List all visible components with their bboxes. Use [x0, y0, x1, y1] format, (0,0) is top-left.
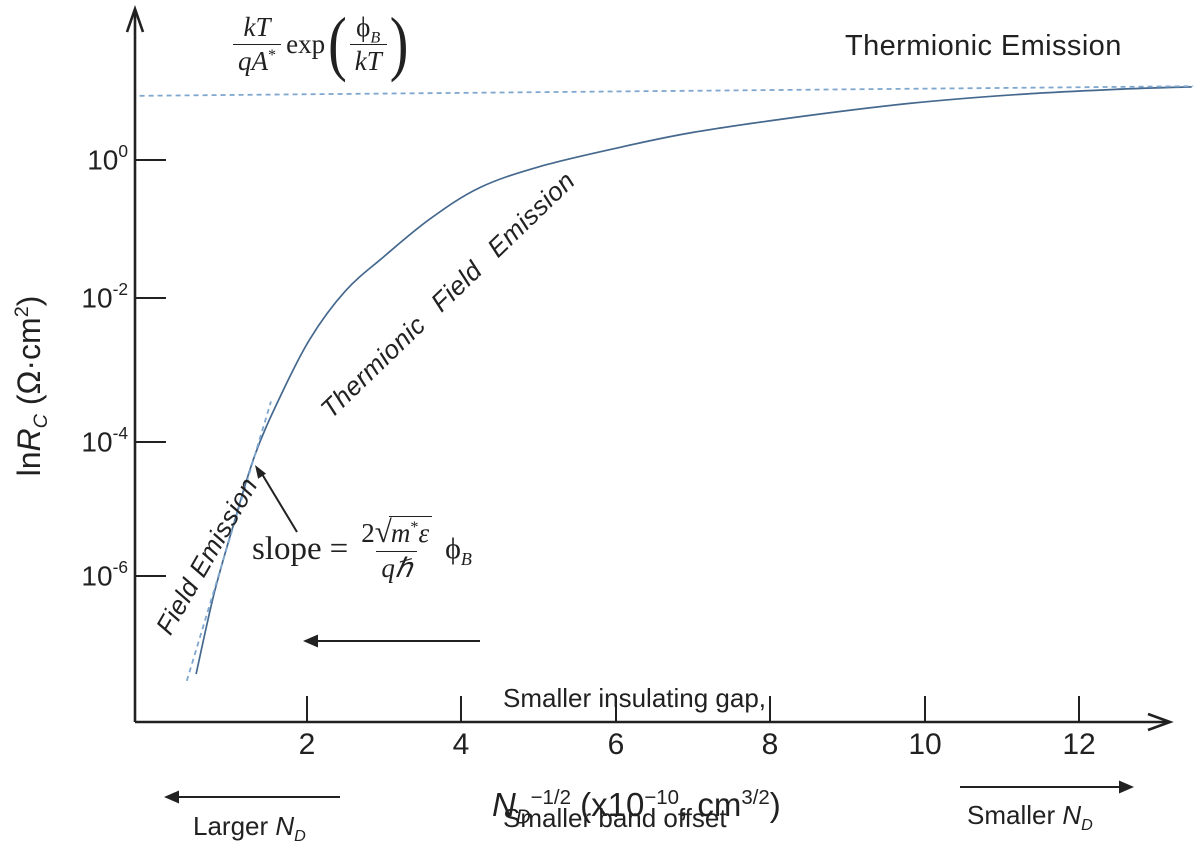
y-tick-base: 10	[81, 282, 113, 314]
asymptote-equation-argument: ϕB kT	[349, 12, 387, 75]
larger-nd-arrow	[164, 790, 340, 804]
x-axis-arrowhead-icon	[1147, 712, 1174, 732]
gap-arrow-head-icon	[303, 634, 318, 648]
x-tick-label-12: 12	[1062, 728, 1096, 761]
slope-fraction-denominator: qℏ	[376, 550, 417, 582]
asymptote-equation-prefactor: kT qA*	[233, 12, 282, 76]
y-tick-exp: -6	[112, 557, 128, 577]
asymptote-eq-exp: exp	[286, 28, 326, 59]
radical-icon: √	[374, 514, 392, 550]
thermionic-emission-asymptote	[139, 85, 1194, 97]
larger-nd-text: Larger	[193, 811, 276, 841]
slope-arrow-head-icon	[255, 465, 266, 479]
x-tick-label-8: 8	[761, 728, 779, 761]
nd-symbol: N	[1062, 800, 1082, 830]
x-tick-label-6: 6	[607, 728, 625, 761]
smaller-nd-text: Smaller	[967, 800, 1063, 830]
radicand-epsilon: ε	[418, 518, 430, 549]
phi-subscript: B	[370, 28, 381, 47]
x-tick-label-2: 2	[298, 728, 316, 761]
asymptote-equation: kT qA* exp ( ϕB kT )	[233, 4, 409, 84]
slope-phi: ϕB	[445, 532, 472, 569]
larger-nd-note: Larger ND	[193, 811, 306, 846]
y-title-unit-exp: 2	[11, 306, 34, 318]
thermionic-emission-label: Thermionic Emission	[845, 30, 1122, 62]
phi-subscript: B	[460, 549, 472, 569]
gap-note-line1: Smaller insulating gap,	[503, 683, 767, 713]
smaller-nd-arrow	[960, 780, 1134, 794]
y-tick-exp: -2	[112, 279, 128, 299]
y-title-sub: C	[30, 414, 53, 429]
x-tick-label-10: 10	[908, 728, 942, 761]
series-layer	[139, 85, 1194, 682]
x-title-scale-exp: −10	[644, 786, 680, 809]
slope-equation: slope = 2√m*ε qℏ ϕB	[252, 506, 472, 592]
y-tick-marks	[135, 159, 166, 577]
y-tick-base: 10	[87, 144, 119, 176]
x-title-unit: , cm	[679, 786, 742, 823]
asymptote-eq-denominator: qA*	[233, 43, 282, 76]
smaller-nd-arrow-head-icon	[1119, 780, 1134, 794]
nd-subscript: D	[1081, 816, 1093, 835]
slope-pointer-arrow	[255, 465, 298, 533]
y-tick-label-1e-2: 10-2	[30, 279, 128, 314]
x-title-unit-exp: 3/2	[741, 786, 770, 809]
larger-nd-arrow-head-icon	[164, 790, 179, 804]
y-title-unit: (Ω·cm	[10, 317, 47, 415]
phi-symbol: ϕ	[445, 532, 461, 565]
asymptote-eq-arg-num: ϕB	[351, 12, 385, 46]
slope-fraction-numerator: 2√m*ε	[356, 514, 437, 551]
y-title-ln: ln	[10, 451, 47, 477]
y-tick-exp: 0	[118, 141, 128, 161]
y-tick-label-1e-4: 10-4	[30, 423, 128, 458]
asymptote-eq-arg-den: kT	[349, 43, 387, 75]
equals-sign: =	[329, 530, 349, 567]
slope-fraction: 2√m*ε qℏ	[356, 514, 437, 582]
x-title-symbol: N	[492, 786, 516, 823]
smaller-nd-note: Smaller ND	[967, 800, 1093, 835]
x-title-exponent: −1/2	[530, 786, 571, 809]
x-tick-marks	[306, 696, 1080, 722]
y-tick-label-1e0: 100	[30, 141, 128, 176]
gap-direction-arrow	[303, 634, 480, 648]
nd-subscript: D	[294, 827, 306, 846]
radicand-m: m	[390, 518, 411, 549]
radicand-star: *	[410, 518, 419, 537]
x-title-sub: D	[515, 805, 531, 829]
y-axis-title: lnRC (Ω·cm2)	[11, 296, 53, 477]
asymptote-eq-paren-open: (	[328, 4, 347, 84]
y-tick-base: 10	[81, 426, 113, 458]
y-title-close: )	[10, 295, 47, 307]
y-tick-exp: -4	[112, 423, 128, 443]
x-axis-title: ND−1/2 (x10−10, cm3/2)	[492, 786, 781, 830]
x-tick-label-4: 4	[452, 728, 470, 761]
asymptote-eq-den-main: qA	[238, 45, 268, 76]
field-emission-slope-tangent	[185, 401, 272, 682]
y-tick-base: 10	[81, 560, 113, 592]
y-tick-label-1e-6: 10-6	[30, 557, 128, 592]
radicand: m*ε	[388, 516, 433, 549]
x-title-open: (x10	[570, 786, 645, 823]
slope-word: slope	[252, 530, 322, 567]
gap-note-line2: Smaller band offset	[503, 803, 727, 833]
y-axis-arrowhead-icon	[125, 5, 145, 33]
asymptote-eq-paren-close: )	[389, 4, 409, 84]
gap-note: Smaller insulating gap, Smaller band off…	[503, 598, 766, 857]
slope-coef: 2	[361, 518, 375, 549]
nd-symbol: N	[275, 811, 295, 841]
asymptote-eq-numerator: kT	[243, 12, 271, 43]
phi-symbol: ϕ	[356, 12, 371, 43]
asymptote-eq-den-sup: *	[268, 45, 277, 64]
x-title-close: )	[769, 786, 781, 823]
y-title-symbol: R	[10, 428, 47, 452]
slope-arrow-line	[261, 473, 298, 533]
